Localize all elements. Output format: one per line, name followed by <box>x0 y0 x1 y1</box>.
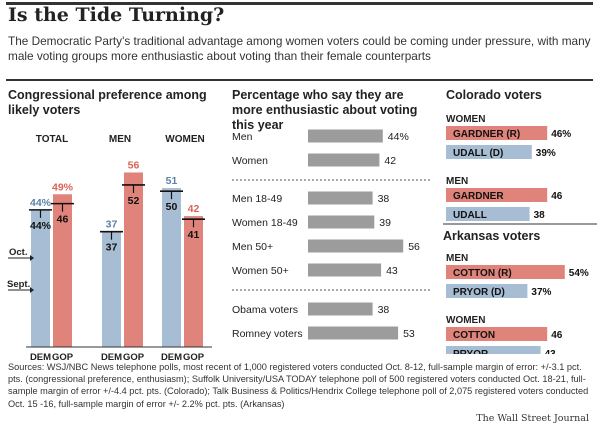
subgroup-heading-arkansas-voters-0: MEN <box>446 253 468 264</box>
axis-label-dem: DEM <box>101 352 122 363</box>
sept-pointer-arrow <box>30 287 34 293</box>
bar-total-gop <box>53 194 72 347</box>
bar-men-18-49 <box>308 191 373 205</box>
row-label-women: Women <box>232 155 268 167</box>
row-label-men-18-49: Men 18-49 <box>232 193 282 205</box>
row-label-obama-voters: Obama voters <box>232 304 298 316</box>
row-label-men-50: Men 50+ <box>232 241 273 253</box>
row-label-women-50: Women 50+ <box>232 265 289 277</box>
axis-label-gop: GOP <box>183 352 205 363</box>
chart-subtitle: The Democratic Party's traditional advan… <box>8 34 591 63</box>
bar-label-udall-1: UDALL <box>453 210 487 221</box>
congress-panel-title: Congressional preference among likely vo… <box>8 88 207 117</box>
bar-label-cotton-r-0: COTTON (R) <box>453 268 512 279</box>
section-rule <box>6 79 593 81</box>
bar-arkansas-voters-pryor-d-0 <box>446 284 528 298</box>
oct-label-women-gop: 42 <box>188 203 200 215</box>
oct-label-men-gop: 56 <box>128 159 140 171</box>
value-label-men-50: 56 <box>408 241 420 253</box>
bar-women-18-49 <box>308 215 375 229</box>
enthusiasm-chart: Men 44% Women 42 Men 18-49 38 Women 18-49 39 Men… <box>232 129 432 340</box>
value-label-men: 44% <box>388 131 409 143</box>
group-label-total: TOTAL <box>36 134 68 145</box>
bar-women-dem <box>162 188 181 347</box>
oct-label-women-dem: 51 <box>166 175 178 187</box>
colorado-panel-title: Colorado voters <box>446 88 542 102</box>
value-label-colorado-voters-udall-1: 38 <box>534 210 546 221</box>
value-label-arkansas-voters-cotton-1: 46 <box>551 330 563 341</box>
bar-label-cotton-1: COTTON <box>453 330 495 341</box>
bar-label-pryor-1: PRYOR <box>453 349 489 354</box>
value-label-colorado-voters-gardner-1: 46 <box>551 191 563 202</box>
bar-men-gop <box>124 172 143 347</box>
chart-title: Is the Tide Turning? <box>8 4 225 26</box>
value-label-arkansas-voters-pryor-1: 43 <box>545 349 557 354</box>
bar-women-gop <box>184 216 203 347</box>
value-label-colorado-voters-udall-d-0: 39% <box>536 148 556 159</box>
bar-women <box>308 153 380 167</box>
axis-label-gop: GOP <box>52 352 74 363</box>
row-label-women-18-49: Women 18-49 <box>232 217 298 229</box>
bar-label-pryor-d-0: PRYOR (D) <box>453 287 505 298</box>
group-label-men: MEN <box>109 134 131 145</box>
group-label-women: WOMEN <box>165 134 204 145</box>
axis-label-dem: DEM <box>30 352 51 363</box>
oct-label-men-dem: 37 <box>106 219 118 231</box>
top-rule <box>6 2 593 5</box>
bar-label-udall-d-0: UDALL (D) <box>453 148 503 159</box>
bar-women-50 <box>308 263 382 277</box>
sept-label-women-gop: 41 <box>188 229 200 241</box>
value-label-romney-voters: 53 <box>403 328 415 340</box>
bar-arkansas-voters-pryor-1 <box>446 346 541 354</box>
bar-label-gardner-r-0: GARDNER (R) <box>453 129 520 140</box>
credit-line: The Wall Street Journal <box>476 413 589 424</box>
sept-label-total-dem: 44% <box>30 220 52 232</box>
enthusiasm-panel-title: Percentage who say they are more enthusi… <box>232 88 418 132</box>
marker-label-sept: Sept. <box>7 279 30 290</box>
marker-label-oct: Oct. <box>9 247 27 258</box>
bar-obama-voters <box>308 302 373 316</box>
value-label-arkansas-voters-pryor-d-0: 37% <box>531 287 551 298</box>
bar-total-dem <box>31 209 50 347</box>
value-label-arkansas-voters-cotton-r-0: 54% <box>569 268 589 279</box>
value-label-obama-voters: 38 <box>378 304 390 316</box>
oct-label-total-gop: 49% <box>52 181 74 193</box>
bar-colorado-voters-gardner-r-0 <box>446 126 548 140</box>
row-label-romney-voters: Romney voters <box>232 328 303 340</box>
sept-label-men-gop: 52 <box>128 195 140 207</box>
bar-arkansas-voters-cotton-r-0 <box>446 265 565 279</box>
value-label-women-50: 43 <box>386 265 398 277</box>
value-label-women: 42 <box>384 155 396 167</box>
bar-men-50 <box>308 239 404 253</box>
congress-chart: TOTAL 44% 44% DEM 49% 46 GOP MEN 37 37 DEM 56 52 GOP W… <box>7 134 212 363</box>
sources-note: Sources: WSJ/NBC News telephone polls, m… <box>8 362 589 409</box>
subgroup-heading-colorado-voters-1: MEN <box>446 176 468 187</box>
value-label-colorado-voters-gardner-r-0: 46% <box>551 129 571 140</box>
states-chart: WOMEN GARDNER (R) 46% UDALL (D) 39% MEN GARDNE… <box>443 114 597 354</box>
value-label-men-18-49: 38 <box>378 193 390 205</box>
arkansas-panel-title: Arkansas voters <box>443 229 540 243</box>
subgroup-heading-arkansas-voters-1: WOMEN <box>446 315 485 326</box>
sept-label-women-dem: 50 <box>166 201 178 213</box>
bar-label-gardner-1: GARDNER <box>453 191 504 202</box>
bar-men-dem <box>102 231 121 347</box>
axis-label-gop: GOP <box>123 352 145 363</box>
bar-romney-voters <box>308 326 399 340</box>
bar-colorado-voters-gardner-1 <box>446 188 548 202</box>
bar-colorado-voters-udall-d-0 <box>446 145 532 159</box>
sept-label-total-gop: 46 <box>57 214 69 226</box>
oct-label-total-dem: 44% <box>30 197 52 209</box>
bar-arkansas-voters-cotton-1 <box>446 327 548 341</box>
value-label-women-18-49: 39 <box>379 217 391 229</box>
subgroup-heading-colorado-voters-0: WOMEN <box>446 114 485 125</box>
oct-pointer-arrow <box>30 255 34 261</box>
bar-men <box>308 129 383 143</box>
sept-label-men-dem: 37 <box>106 242 118 254</box>
row-label-men: Men <box>232 131 253 143</box>
bar-colorado-voters-udall-1 <box>446 207 530 221</box>
axis-label-dem: DEM <box>161 352 182 363</box>
